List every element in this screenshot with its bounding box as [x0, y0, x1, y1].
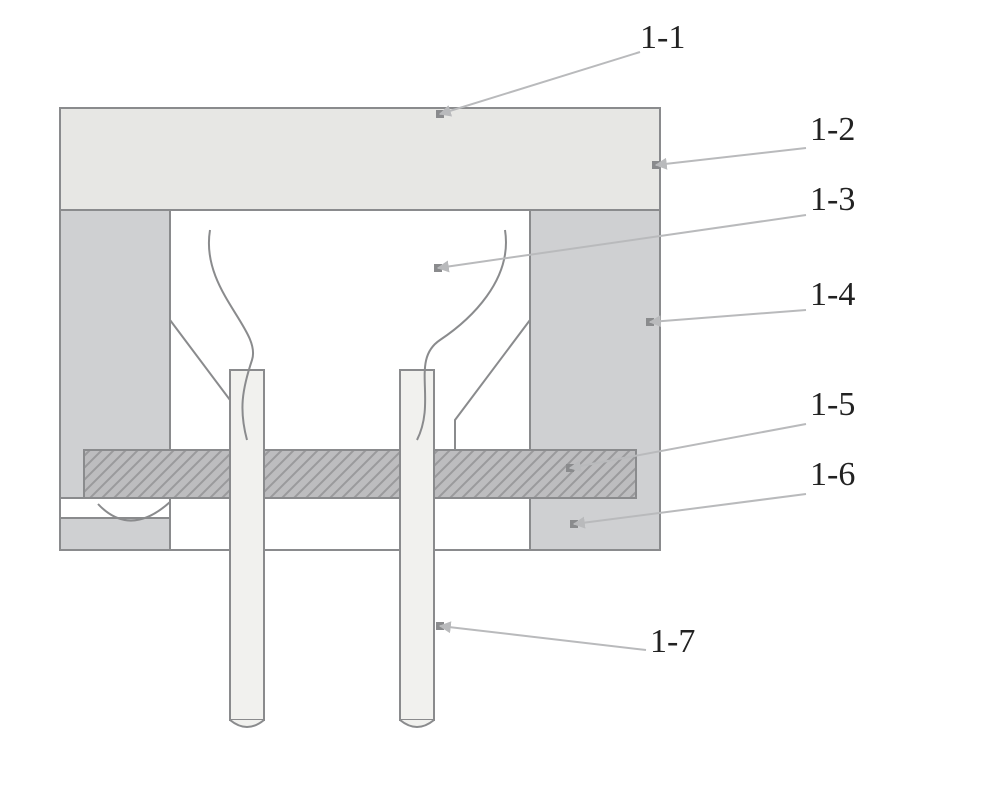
labels: 1-1 1-2 1-3 1-4 1-5 1-6 1-7 [640, 19, 855, 660]
lbl_1_5: 1-5 [810, 386, 855, 423]
structure [60, 108, 660, 727]
leader-lbl_1_7 [440, 626, 646, 650]
leader-lbl_1_4 [650, 310, 806, 322]
pin-right [400, 370, 434, 720]
lower-cavity [170, 498, 530, 550]
lbl_1_3: 1-3 [810, 181, 855, 218]
lbl_1_6: 1-6 [810, 456, 855, 493]
pcb-layer [84, 450, 636, 498]
cross-section-diagram: 1-1 1-2 1-3 1-4 1-5 1-6 1-7 [0, 0, 1000, 789]
pin-left [230, 370, 264, 720]
leader-lbl_1_1 [440, 52, 640, 114]
leader-lbl_1_2 [656, 148, 806, 165]
top-slab [60, 108, 660, 210]
lbl_1_2: 1-2 [810, 111, 855, 148]
lbl_1_4: 1-4 [810, 276, 855, 313]
lbl_1_1: 1-1 [640, 19, 685, 56]
lbl_1_7: 1-7 [650, 623, 695, 660]
